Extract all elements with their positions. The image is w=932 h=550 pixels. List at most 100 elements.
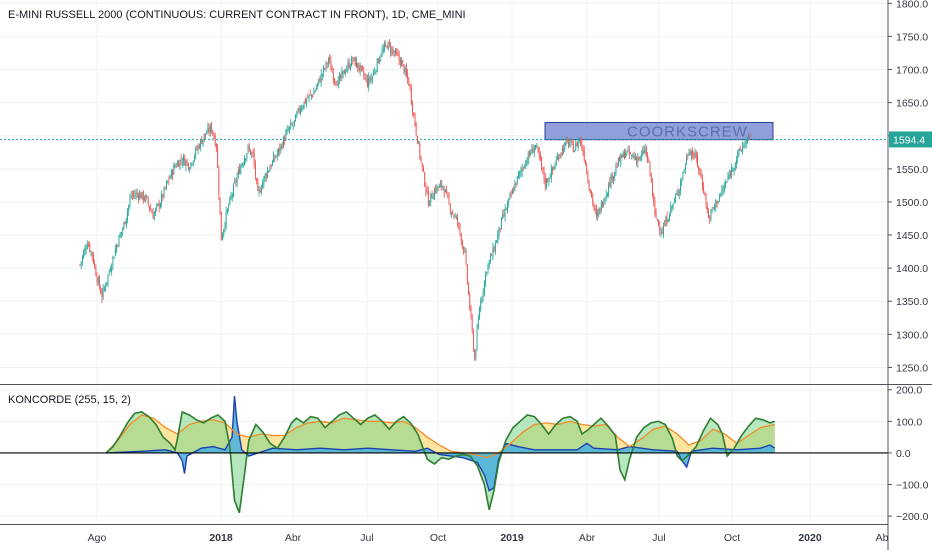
candle-body [693,156,695,158]
candle-body [168,179,170,181]
candle-body [125,218,127,225]
candle-body [667,219,669,222]
candle-body [410,88,412,104]
candle-body [533,148,535,153]
candle-body [159,204,161,209]
candle-body [729,172,731,176]
candle-body [134,195,136,197]
candle-body [521,168,523,173]
candle-body [639,156,641,160]
candle-body [138,194,139,199]
candle-body [661,230,663,234]
candle-body [606,192,608,197]
candle-body [384,44,385,50]
candle-body [197,145,199,150]
candle-body [281,145,283,148]
candle-body [477,318,479,329]
candle-body [353,57,355,60]
candle-body [314,90,316,93]
candle-body [711,209,713,210]
candle-body [421,162,423,167]
candle-body [334,78,336,81]
candle-body [172,170,174,176]
candle-body [574,150,575,153]
time-tick-label: Jul [652,532,665,544]
candle-body [442,186,444,188]
price-tick-label: 1650.0 [896,98,928,110]
candle-body [425,187,427,192]
candle-body [381,50,383,56]
candle-body [337,79,339,88]
candle-body [167,181,169,183]
candle-body [140,193,142,199]
candle-body [181,161,183,163]
candle-body [744,145,746,147]
candle-body [85,248,87,250]
candle-body [127,210,128,219]
chart-title: E-MINI RUSSELL 2000 (CONTINUOUS: CURRENT… [8,9,466,21]
candle-body [292,124,294,126]
candle-body [135,193,137,196]
candle-body [488,260,490,266]
candle-body [229,197,231,205]
candle-body [525,161,527,167]
candle-body [647,154,649,162]
candle-body [537,147,539,151]
candle-body [397,53,399,56]
candle-body [265,174,267,177]
candle-body [649,161,651,173]
candle-body [637,158,639,164]
candle-body [185,160,187,167]
candle-body [564,142,566,150]
candle-body [561,147,563,156]
coorkscrew-zone[interactable]: COORKSCREW [544,121,774,141]
candle-body [687,156,689,158]
candle-body [694,152,696,158]
candle-body [308,95,310,98]
candle-body [745,140,747,144]
candle-body [448,196,450,204]
candle-body [416,135,418,144]
candle-body [83,251,85,258]
candle-body [89,243,91,252]
time-axis[interactable]: Ago 2018 Abr Jul Oct 2019 Abr Jul Oct 2020 Ab [88,532,889,544]
price-axis[interactable]: 1800.01750.01700.01650.01600.01550.01500… [888,0,928,374]
candle-body [628,149,630,155]
candle-body [312,95,314,97]
candle-body [418,142,420,144]
candle-body [487,263,489,271]
candle-body [191,163,193,165]
candle-body [659,225,661,231]
candle-body [214,135,216,146]
candle-body [131,194,133,196]
candle-body [97,278,99,283]
candle-body [112,256,114,266]
candle-body [625,153,627,158]
time-tick-label: 2020 [798,532,822,544]
candle-body [303,101,305,109]
indicator-axis[interactable]: 200.0 100.0 0.0 −100.0 −200.0 [888,385,929,523]
candle-body [133,193,135,195]
candle-body [530,153,532,155]
candle-body [319,79,321,83]
candle-body [120,231,122,235]
candle-body [208,127,210,133]
candle-body [475,349,477,358]
candle-body [704,192,706,195]
candle-body [318,78,320,83]
candle-body [267,170,269,177]
candle-body [139,193,141,200]
candle-body [710,210,712,219]
candle-body [505,209,507,211]
candle-body [320,73,322,83]
candle-body [289,127,290,130]
candle-body [263,176,265,184]
candle-body [190,162,192,168]
candle-body [468,283,469,294]
candle-body [526,161,528,163]
candle-body [503,213,505,216]
time-tick-label: Jul [360,532,373,544]
candle-body [670,206,672,214]
candle-body [638,156,640,160]
candle-body [586,166,588,171]
